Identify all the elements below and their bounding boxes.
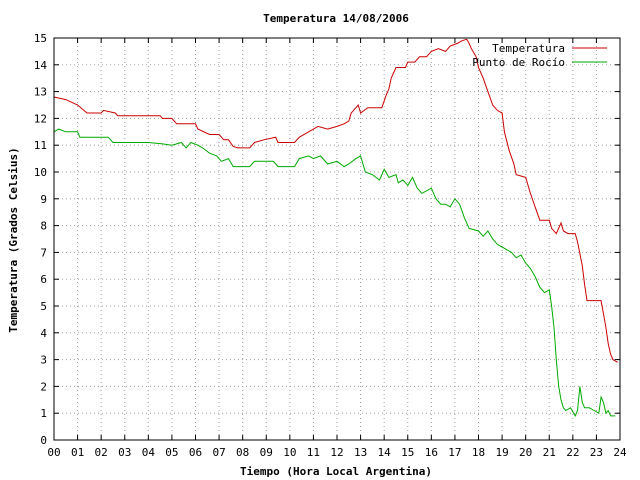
- y-tick-label: 10: [34, 166, 47, 179]
- x-tick-label: 14: [378, 446, 392, 459]
- y-tick-label: 6: [40, 273, 47, 286]
- y-tick-label: 8: [40, 220, 47, 233]
- y-tick-label: 0: [40, 434, 47, 447]
- x-tick-label: 07: [212, 446, 225, 459]
- y-tick-label: 13: [34, 86, 47, 99]
- y-tick-label: 7: [40, 246, 47, 259]
- y-tick-label: 9: [40, 193, 47, 206]
- series-group: [53, 38, 618, 418]
- x-tick-label: 02: [95, 446, 108, 459]
- legend-label: Punto de Rocío: [472, 56, 565, 69]
- series-line-punto-de-rocio: [53, 128, 616, 418]
- x-tick-label: 09: [260, 446, 273, 459]
- x-tick-label: 00: [47, 446, 60, 459]
- x-tick-label: 17: [448, 446, 461, 459]
- x-tick-label: 19: [495, 446, 508, 459]
- y-tick-label: 2: [40, 380, 47, 393]
- x-tick-label: 04: [142, 446, 156, 459]
- x-tick-label: 12: [330, 446, 343, 459]
- x-tick-label: 03: [118, 446, 131, 459]
- series-line-temperatura: [53, 38, 618, 363]
- x-axis-label: Tiempo (Hora Local Argentina): [240, 465, 432, 478]
- x-tick-label: 23: [590, 446, 603, 459]
- chart-title: Temperatura 14/08/2006: [263, 12, 409, 25]
- x-tick-label: 16: [425, 446, 438, 459]
- x-tick-label: 10: [283, 446, 296, 459]
- y-tick-label: 5: [40, 300, 47, 313]
- x-tick-label: 01: [71, 446, 84, 459]
- x-tick-label: 08: [236, 446, 249, 459]
- y-tick-label: 12: [34, 112, 47, 125]
- x-tick-label: 20: [519, 446, 532, 459]
- axis-ticks: 00 01 02 03 04 05 06 07 08 09 10 11 12 13 14 15 16 17 18 19…: [34, 32, 627, 459]
- x-tick-label: 05: [165, 446, 178, 459]
- y-tick-label: 15: [34, 32, 47, 45]
- y-axis-label: Temperatura (Grados Celsius): [7, 147, 20, 332]
- x-tick-label: 18: [472, 446, 485, 459]
- x-tick-label: 11: [307, 446, 320, 459]
- y-tick-label: 11: [34, 139, 47, 152]
- x-tick-label: 22: [566, 446, 579, 459]
- y-tick-label: 4: [40, 327, 47, 340]
- x-tick-label: 15: [401, 446, 414, 459]
- y-tick-label: 3: [40, 354, 47, 367]
- grid: [54, 38, 620, 440]
- x-tick-label: 13: [354, 446, 367, 459]
- x-tick-label: 24: [613, 446, 627, 459]
- legend-label: Temperatura: [492, 42, 565, 55]
- y-tick-label: 14: [34, 59, 48, 72]
- x-tick-label: 06: [189, 446, 202, 459]
- x-tick-label: 21: [543, 446, 556, 459]
- y-tick-label: 1: [40, 407, 47, 420]
